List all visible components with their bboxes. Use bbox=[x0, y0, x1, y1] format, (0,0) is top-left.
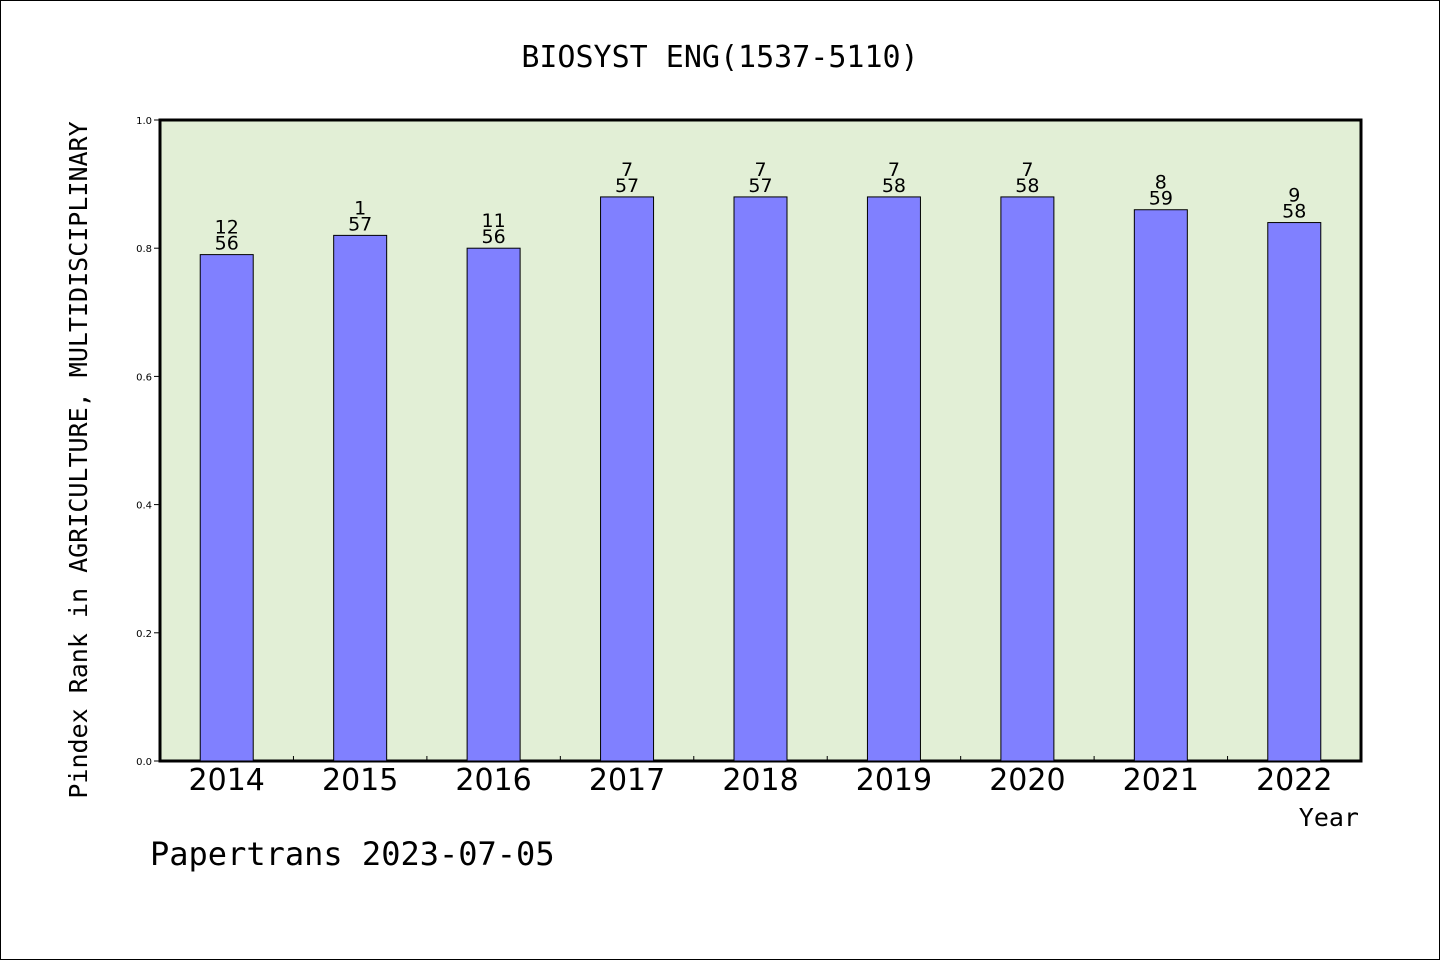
footer-stamp: Papertrans 2023-07-05 bbox=[150, 835, 555, 873]
bar-total-label: 59 bbox=[1149, 188, 1173, 210]
x-tick-label: 2016 bbox=[455, 763, 531, 798]
bar-total-label: 57 bbox=[615, 175, 639, 197]
bar-rank-label: 8 bbox=[1155, 172, 1167, 194]
x-tick-label: 2014 bbox=[189, 763, 265, 798]
bar-total-label: 57 bbox=[748, 175, 772, 197]
bar-rank-label: 7 bbox=[754, 159, 766, 181]
bar-rank-label: 11 bbox=[482, 210, 506, 232]
bar-total-label: 56 bbox=[482, 226, 506, 248]
bar-2019 bbox=[866, 196, 921, 762]
bar-2014 bbox=[199, 254, 254, 762]
bar-2018 bbox=[733, 196, 788, 762]
x-tick-label: 2022 bbox=[1256, 763, 1332, 798]
x-tick-label: 2018 bbox=[722, 763, 798, 798]
bar-rank-label: 7 bbox=[621, 159, 633, 181]
bar-rank-label: 12 bbox=[215, 217, 239, 239]
bar-rank-label: 7 bbox=[888, 159, 900, 181]
y-tick-label: 1.0 bbox=[136, 116, 152, 127]
x-axis-label: Year bbox=[1299, 803, 1359, 832]
x-tick-label: 2017 bbox=[589, 763, 665, 798]
bar-total-label: 58 bbox=[1015, 175, 1039, 197]
y-axis-ticks: 0.0 0.2 0.4 0.6 0.8 1.0 bbox=[136, 116, 160, 768]
x-tick-label: 2021 bbox=[1123, 763, 1199, 798]
y-tick-label: 0.6 bbox=[136, 372, 152, 383]
y-tick-label: 0.8 bbox=[136, 244, 152, 255]
bar-2020 bbox=[1000, 196, 1055, 762]
x-tick-label: 2019 bbox=[856, 763, 932, 798]
bar-total-label: 57 bbox=[348, 213, 372, 235]
y-tick-label: 0.2 bbox=[136, 629, 152, 640]
bar-2016 bbox=[466, 247, 521, 762]
bar-2017 bbox=[600, 196, 655, 762]
y-axis-label: Pindex Rank in AGRICULTURE, MULTIDISCIPL… bbox=[64, 121, 93, 798]
chart-title: BIOSYST ENG(1537-5110) bbox=[521, 40, 918, 75]
bar-2015 bbox=[333, 234, 388, 762]
bar-total-label: 56 bbox=[215, 233, 239, 255]
x-axis-ticks: 2014 2015 2016 2017 2018 2019 2020 2021 2022 bbox=[189, 756, 1332, 798]
y-tick-label: 0.0 bbox=[136, 757, 152, 768]
x-tick-label: 2015 bbox=[322, 763, 398, 798]
bar-total-label: 58 bbox=[1282, 201, 1306, 223]
x-tick-label: 2020 bbox=[989, 763, 1065, 798]
bar-2021 bbox=[1133, 209, 1188, 762]
bar-total-label: 58 bbox=[882, 175, 906, 197]
bar-rank-label: 7 bbox=[1021, 159, 1033, 181]
bar-rank-label: 9 bbox=[1288, 185, 1300, 207]
bar-rank-label: 1 bbox=[354, 197, 366, 219]
bar-2022 bbox=[1267, 222, 1322, 762]
y-tick-label: 0.4 bbox=[136, 501, 152, 512]
